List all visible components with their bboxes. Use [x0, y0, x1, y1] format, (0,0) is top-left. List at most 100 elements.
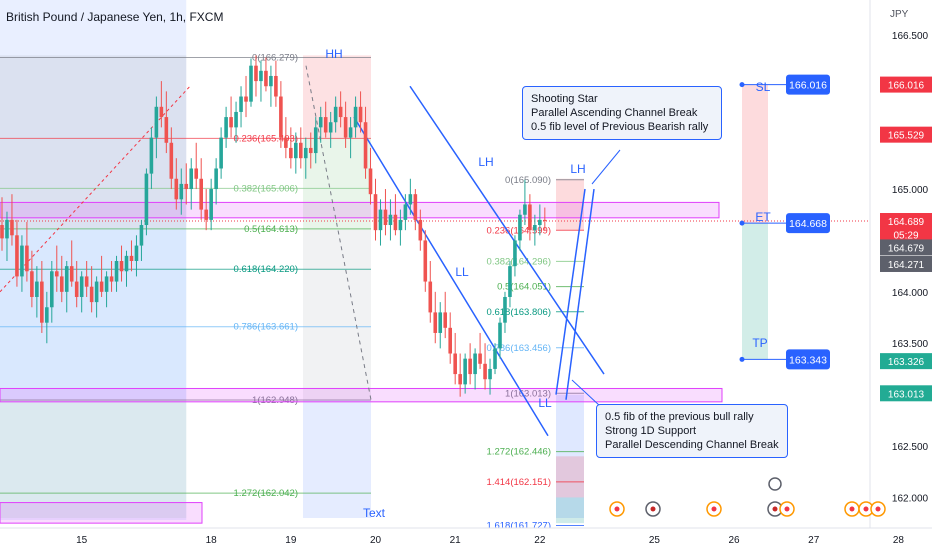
ascending-channel-line — [555, 188, 586, 395]
x-tick-label: 18 — [206, 535, 218, 546]
candle-body — [294, 142, 298, 159]
take-profit-area — [742, 223, 768, 360]
candle-body — [194, 168, 199, 179]
candle-body — [448, 327, 452, 354]
callout-line: Shooting Star — [531, 93, 598, 105]
dashed-trend-line — [0, 85, 191, 293]
candle-body — [413, 194, 418, 220]
candle-body — [164, 117, 169, 143]
candle-body — [508, 266, 512, 297]
candle-body — [5, 219, 9, 239]
x-tick-label: 15 — [76, 535, 88, 546]
candle-body — [189, 168, 194, 190]
trade-level-value: 163.343 — [789, 354, 827, 366]
candle-body — [533, 225, 537, 231]
currency-label: JPY — [890, 9, 909, 20]
candle-body — [373, 194, 378, 231]
fib-label: 0(166.279) — [252, 53, 298, 64]
candle-body — [234, 111, 238, 128]
candle-body — [259, 70, 263, 82]
candle-body — [353, 106, 358, 128]
fib-label: 1(162.948) — [252, 395, 298, 406]
candle-body — [159, 106, 164, 118]
fib-label: 0.786(163.661) — [234, 322, 298, 333]
descending-channel-line — [409, 85, 605, 375]
fib-zone — [556, 497, 584, 524]
candle-body — [99, 281, 104, 292]
candle-body — [89, 286, 94, 303]
candle-body — [25, 245, 29, 272]
annotation-label: LL — [538, 396, 552, 410]
candle-body — [428, 281, 433, 313]
callout-support[interactable]: 0.5 fib of the previous bull rally Stron… — [596, 404, 788, 458]
candle-body — [368, 168, 373, 195]
annotation-label: HH — [325, 47, 342, 61]
callout-line: Parallel Ascending Channel Break — [531, 107, 698, 119]
callout-line: 0.5 fib level of Previous Bearish rally — [531, 121, 709, 133]
event-dot — [711, 506, 717, 512]
y-tick-label: 166.500 — [892, 31, 929, 42]
candle-body — [433, 312, 438, 333]
fib-label: 1.618(161.727) — [487, 521, 551, 532]
event-markers — [609, 477, 886, 517]
candle-body — [214, 168, 218, 190]
price-tag-label: 165.529 — [888, 131, 925, 142]
candle-body — [318, 117, 323, 128]
candle-body — [174, 178, 179, 200]
candle-body — [54, 271, 59, 277]
candle-body — [124, 255, 129, 272]
fib-label: 0.5(164.613) — [244, 224, 298, 235]
candle-body — [398, 219, 403, 231]
candle-body — [348, 127, 353, 138]
stop-loss-area — [742, 84, 768, 224]
fib-zone — [556, 178, 584, 231]
trade-level-point — [739, 220, 745, 226]
candle-body — [343, 117, 348, 138]
fib-label: 1.272(162.042) — [234, 488, 298, 499]
lower-zone — [0, 502, 203, 524]
annotation-label: Text — [363, 506, 386, 520]
fib-label: 0.5(164.051) — [497, 282, 551, 293]
fib-zone — [556, 456, 584, 498]
candle-body — [209, 189, 213, 220]
price-tag — [880, 385, 932, 402]
price-tag — [880, 126, 932, 143]
candle-body — [94, 281, 99, 303]
price-tag — [880, 255, 932, 272]
candle-body — [279, 96, 283, 138]
range-shade-left — [0, 0, 187, 520]
fib-zone — [556, 394, 584, 518]
callout-line: 0.5 fib of the previous bull rally — [605, 411, 754, 423]
candle-body — [468, 358, 472, 375]
candle-body — [109, 276, 114, 282]
candle-body — [388, 214, 393, 226]
candle-body — [199, 178, 203, 210]
candle-body — [59, 276, 64, 292]
candle-body — [254, 65, 258, 82]
x-tick-label: 19 — [285, 535, 297, 546]
annotation-label: LH — [570, 162, 585, 176]
candle-body — [0, 225, 4, 239]
price-tag-label: 163.326 — [888, 357, 925, 368]
event-dot — [784, 506, 790, 512]
support-zone — [0, 387, 723, 403]
x-tick-label: 20 — [370, 535, 382, 546]
candle-body — [303, 147, 308, 159]
candle-body — [483, 363, 487, 380]
x-tick-label: 22 — [534, 535, 546, 546]
price-axis: 166.500166.000165.500165.000164.500164.0… — [869, 0, 932, 550]
candle-body — [378, 209, 383, 231]
price-tag-label: 164.271 — [888, 260, 925, 271]
candle-body — [10, 219, 14, 236]
candle-body — [443, 312, 448, 328]
price-tag-label: 163.013 — [888, 389, 925, 400]
y-tick-label: 165.000 — [892, 185, 929, 196]
event-dot — [863, 506, 869, 512]
trade-level-value: 166.016 — [789, 80, 827, 92]
candle-body — [503, 296, 507, 323]
candle-body — [403, 204, 408, 220]
callout-shooting-star[interactable]: Shooting Star Parallel Ascending Channel… — [522, 86, 722, 140]
candle-body — [144, 173, 149, 226]
